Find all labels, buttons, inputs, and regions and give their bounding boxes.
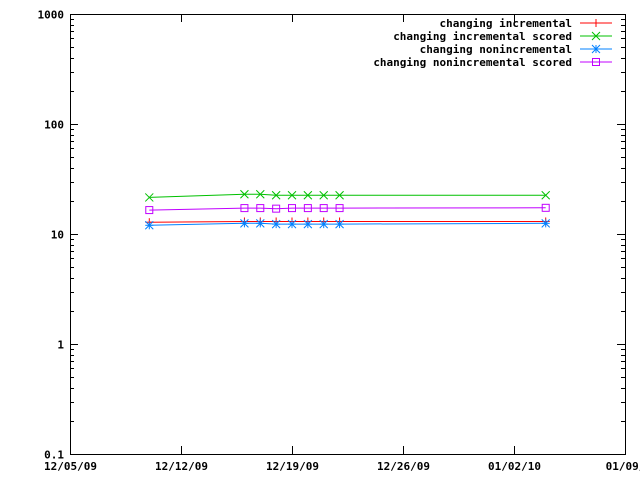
data-point <box>287 219 297 229</box>
legend-label: changing nonincremental <box>420 43 572 56</box>
data-point <box>240 189 249 199</box>
y-tick-label: 0.1 <box>44 449 64 462</box>
data-point <box>272 204 281 213</box>
data-point <box>145 206 154 215</box>
data-point <box>288 204 296 213</box>
series-line <box>149 221 546 223</box>
data-point <box>240 218 249 228</box>
legend-label: changing nonincremental scored <box>373 56 572 69</box>
y-axis: 0.1 1 10 100 1000 <box>38 9 625 462</box>
data-point <box>144 193 154 202</box>
data-point <box>541 203 550 212</box>
data-point <box>271 190 281 200</box>
x-tick-label: 01/09/ <box>606 460 640 473</box>
legend-marker <box>592 19 600 27</box>
data-point <box>319 204 328 213</box>
series-3 <box>145 203 550 215</box>
data-point <box>255 189 265 199</box>
legend-label: changing incremental <box>440 17 572 30</box>
legend-marker <box>591 31 601 41</box>
data-point <box>256 204 265 213</box>
data-point <box>335 204 344 213</box>
series-0 <box>145 217 550 227</box>
series-line <box>149 207 546 211</box>
series-2 <box>144 218 551 230</box>
plot-frame <box>70 14 626 455</box>
y-tick-label: 1 <box>57 339 64 352</box>
x-tick-label: 12/05/09 <box>44 460 97 473</box>
data-point <box>541 190 551 200</box>
data-point <box>541 218 551 228</box>
data-point <box>287 190 297 200</box>
data-point <box>319 219 329 229</box>
x-axis: 12/05/09 12/12/09 12/19/09 12/26/09 01/02/10… <box>44 14 640 473</box>
data-point <box>335 190 344 200</box>
data-point <box>255 218 265 228</box>
x-tick-label: 12/19/09 <box>266 460 319 473</box>
data-point <box>303 204 312 213</box>
y-tick-label: 100 <box>44 119 64 132</box>
series-line <box>149 222 546 226</box>
series-1 <box>144 189 551 202</box>
data-point <box>303 219 313 229</box>
data-point <box>303 190 313 200</box>
legend-label: changing incremental scored <box>393 30 572 43</box>
legend-marker <box>591 44 601 54</box>
x-tick-label: 12/26/09 <box>377 460 430 473</box>
series-layer <box>144 189 551 230</box>
data-point <box>144 220 154 230</box>
data-point <box>240 204 249 213</box>
legend-marker <box>592 58 600 66</box>
data-point <box>271 219 281 229</box>
data-point <box>319 190 329 200</box>
x-tick-label: 01/02/10 <box>488 460 541 473</box>
series-line <box>149 193 546 198</box>
y-tick-label: 10 <box>51 229 64 242</box>
x-tick-label: 12/12/09 <box>155 460 208 473</box>
y-tick-label: 1000 <box>38 9 65 22</box>
data-point <box>335 219 344 229</box>
